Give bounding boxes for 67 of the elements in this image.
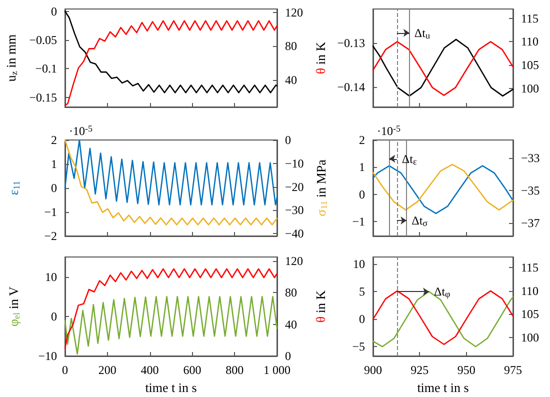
x-tick-label: 400: [140, 363, 159, 377]
y2-tick-label: 115: [521, 11, 539, 26]
y2-tick-label: −35: [521, 183, 540, 198]
y-tick-label: 2: [359, 133, 365, 147]
y2-tick-label: −33: [521, 150, 540, 165]
y2-tick-label: 40: [285, 317, 297, 332]
y2-tick-label: −37: [521, 216, 540, 230]
y-tick-label: 0: [51, 309, 57, 324]
y2-tick-label: 105: [521, 307, 539, 322]
y2-axis-title: σ11 in MPa: [314, 159, 330, 216]
y2-tick-label: −20: [285, 180, 304, 194]
y-tick-label: 0: [359, 312, 365, 326]
x-axis-title: time t in s: [417, 380, 469, 395]
y-tick-label: 1: [359, 160, 365, 174]
y2-axis-title: θ in K: [312, 290, 328, 323]
y2-tick-label: 120: [285, 254, 303, 268]
x-tick-label: 800: [226, 363, 244, 377]
y2-tick-label: 80: [285, 39, 297, 54]
y-tick-label: 0: [51, 181, 57, 195]
y-tick-label: −2: [44, 229, 57, 243]
y-tick-label: 10: [45, 270, 57, 284]
y-tick-label: −0.13: [337, 36, 365, 50]
y-axis-title: φel in V: [6, 286, 22, 327]
y2-tick-label: 40: [285, 72, 297, 87]
y2-axis-title: θ in K: [312, 41, 328, 74]
y-tick-label: 10: [353, 257, 365, 272]
y2-tick-label: −40: [285, 226, 304, 241]
y-tick-label: −0.14: [337, 80, 365, 94]
y-tick-label: 0: [51, 4, 57, 18]
y-axis-title: uz in mm: [3, 34, 19, 82]
x-tick-label: 600: [183, 363, 202, 377]
annotation: Δtσ: [412, 214, 428, 228]
y2-tick-label: 80: [285, 286, 297, 300]
y-tick-label: −1: [44, 205, 57, 219]
y-tick-label: −0.15: [29, 90, 57, 104]
x-tick-label: 0: [62, 363, 68, 377]
y-tick-label: −5: [352, 340, 365, 354]
y2-tick-label: 100: [521, 81, 539, 96]
x-tick-label: 975: [504, 363, 522, 377]
y-tick-label: 0: [359, 187, 365, 202]
y2-tick-label: 115: [521, 260, 539, 275]
x-tick-label: 900: [364, 363, 382, 377]
x-tick-label: 925: [410, 363, 429, 377]
y-tick-label: −10: [38, 349, 57, 363]
y2-tick-label: 120: [285, 5, 303, 20]
y2-tick-label: 0: [285, 349, 291, 363]
y-tick-label: −0.1: [35, 62, 57, 76]
y-axis-title: ε11: [6, 180, 22, 196]
y2-tick-label: 110: [521, 34, 539, 49]
y-tick-label: −0.05: [29, 32, 57, 47]
annotation: Δtφ: [434, 284, 450, 300]
x-axis-title: time t in s: [145, 380, 197, 395]
y2-tick-label: 110: [521, 284, 539, 298]
x-tick-label: 200: [98, 363, 116, 377]
annotation: Δtu: [414, 26, 430, 40]
annotation: Δtε: [402, 152, 417, 166]
y2-tick-label: −10: [285, 156, 304, 170]
y-tick-label: 5: [359, 284, 365, 299]
y-tick-label: −1: [352, 214, 365, 229]
x-tick-label: 950: [457, 363, 476, 377]
y2-tick-label: 100: [521, 330, 539, 344]
y2-tick-label: −30: [285, 203, 304, 218]
y-tick-label: 2: [51, 133, 57, 147]
x-tick-label: 1 000: [264, 363, 290, 377]
y2-tick-label: 105: [521, 58, 539, 72]
y2-tick-label: 0: [285, 133, 291, 147]
y-tick-label: 1: [51, 157, 57, 171]
